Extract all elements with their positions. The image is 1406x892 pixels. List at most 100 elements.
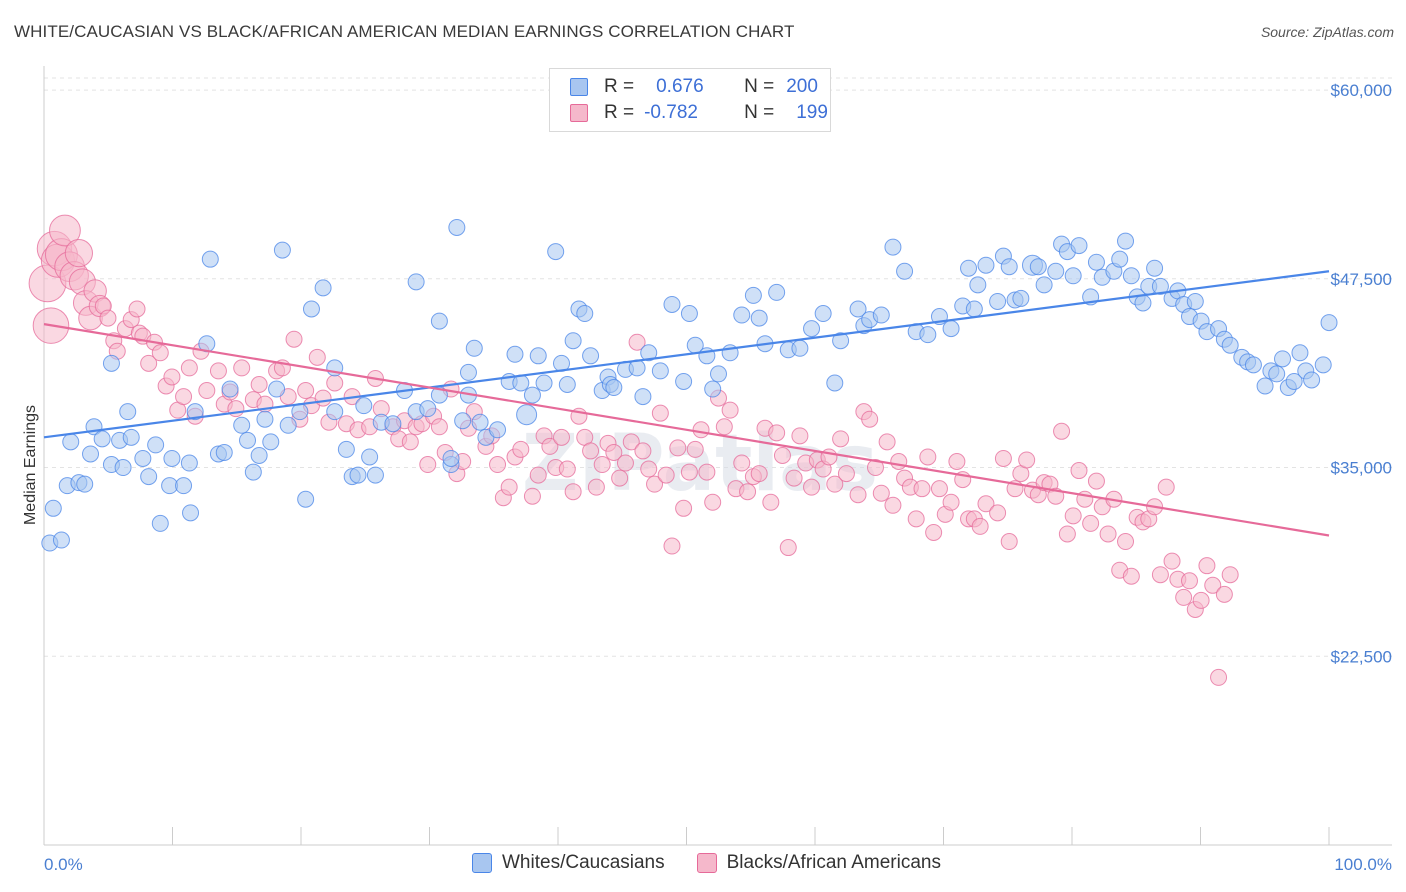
data-point-blacks — [872, 484, 890, 502]
legend-swatch-whites — [570, 78, 588, 96]
legend-label-whites: Whites/Caucasians — [502, 852, 665, 873]
series-blacks — [28, 214, 1239, 686]
data-point-blacks — [663, 537, 681, 555]
data-point-blacks — [651, 404, 669, 422]
legend-label-blacks: Blacks/African Americans — [726, 852, 941, 873]
data-point-blacks — [1204, 576, 1222, 594]
data-point-whites — [250, 446, 268, 464]
data-point-blacks — [1210, 668, 1228, 686]
data-point-whites — [1122, 267, 1140, 285]
legend-item-blacks: Blacks/African Americans — [696, 852, 941, 874]
data-point-whites — [989, 292, 1007, 310]
data-point-blacks — [285, 330, 303, 348]
y-tick-label: $47,500 — [1331, 270, 1392, 289]
data-point-blacks — [692, 421, 710, 439]
data-point-blacks — [1192, 591, 1210, 609]
data-point-whites — [680, 305, 698, 323]
data-point-blacks — [1163, 552, 1181, 570]
data-point-blacks — [140, 354, 158, 372]
data-point-whites — [337, 440, 355, 458]
series-legend: Whites/Caucasians Blacks/African America… — [472, 852, 973, 874]
data-point-whites — [201, 250, 219, 268]
legend-n-value: 199 — [796, 102, 828, 123]
data-point-blacks — [209, 362, 227, 380]
data-point-whites — [744, 286, 762, 304]
data-point-whites — [215, 443, 233, 461]
data-point-blacks — [1117, 533, 1135, 551]
data-point-whites — [1320, 314, 1338, 332]
y-tick-label: $35,000 — [1331, 459, 1392, 478]
data-point-blacks — [64, 239, 93, 268]
data-point-whites — [384, 415, 402, 433]
trend-lines — [43, 270, 1330, 537]
data-point-whites — [163, 449, 181, 467]
data-point-whites — [134, 449, 152, 467]
data-point-blacks — [558, 460, 576, 478]
data-point-blacks — [180, 359, 198, 377]
data-point-whites — [44, 499, 62, 517]
data-point-whites — [186, 403, 204, 421]
legend-row-whites: R = 0.676 N = 200 — [570, 75, 818, 99]
data-point-blacks — [913, 480, 931, 498]
data-point-blacks — [250, 375, 268, 393]
data-point-whites — [471, 413, 489, 431]
data-point-blacks — [994, 449, 1012, 467]
data-point-whites — [82, 445, 100, 463]
data-point-whites — [523, 386, 541, 404]
data-point-whites — [516, 404, 538, 426]
data-point-blacks — [849, 486, 867, 504]
legend-swatch-whites — [472, 853, 492, 873]
data-point-blacks — [529, 466, 547, 484]
data-point-whites — [814, 305, 832, 323]
data-point-whites — [52, 531, 70, 549]
data-point-blacks — [861, 410, 879, 428]
data-point-blacks — [163, 368, 181, 386]
data-point-whites — [102, 354, 120, 372]
data-point-whites — [1186, 292, 1204, 310]
data-point-blacks — [1053, 422, 1071, 440]
data-point-whites — [1087, 253, 1105, 271]
data-point-blacks — [1180, 572, 1198, 590]
data-point-whites — [1035, 276, 1053, 294]
data-point-blacks — [646, 475, 664, 493]
data-point-whites — [233, 416, 251, 434]
data-point-whites — [1314, 356, 1332, 374]
y-axis-label: Median Earnings — [22, 405, 39, 525]
data-point-blacks — [1157, 478, 1175, 496]
data-point-blacks — [1082, 514, 1100, 532]
data-point-blacks — [675, 499, 693, 517]
data-point-blacks — [1064, 507, 1082, 525]
data-point-blacks — [1099, 525, 1117, 543]
data-point-whites — [180, 454, 198, 472]
data-point-whites — [942, 320, 960, 338]
data-point-whites — [704, 380, 722, 398]
data-point-whites — [430, 312, 448, 330]
data-point-blacks — [553, 428, 571, 446]
data-point-whites — [314, 279, 332, 297]
data-point-blacks — [151, 344, 169, 362]
data-point-whites — [297, 490, 315, 508]
data-point-whites — [151, 514, 169, 532]
data-point-blacks — [919, 448, 937, 466]
data-point-blacks — [680, 463, 698, 481]
data-point-whites — [366, 466, 384, 484]
data-point-blacks — [971, 517, 989, 535]
data-point-blacks — [942, 493, 960, 511]
data-point-blacks — [523, 487, 541, 505]
data-point-whites — [960, 259, 978, 277]
data-point-whites — [1134, 294, 1152, 312]
data-point-blacks — [605, 443, 623, 461]
source-label: Source: ZipAtlas.com — [1260, 24, 1394, 40]
data-point-blacks — [890, 453, 908, 470]
data-point-blacks — [948, 453, 966, 470]
data-point-blacks — [657, 466, 675, 484]
data-point-whites — [529, 347, 547, 365]
legend-n-label: N = — [744, 102, 775, 123]
data-point-whites — [969, 276, 987, 294]
data-point-whites — [750, 309, 768, 327]
data-point-whites — [1146, 259, 1164, 277]
trend-line-blacks — [43, 323, 1330, 537]
data-point-whites — [1000, 258, 1018, 276]
legend-r-value: 0.676 — [656, 76, 704, 97]
